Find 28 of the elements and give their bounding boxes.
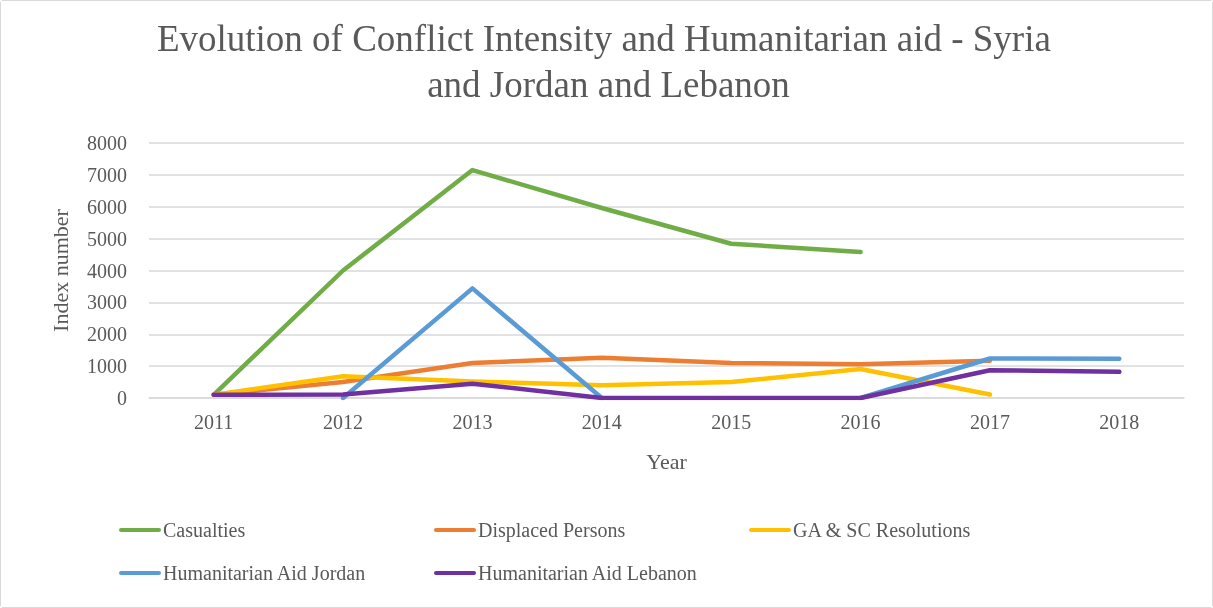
line-series (211, 368, 1122, 401)
y-tick-label: 0 (117, 387, 127, 409)
x-tick-label: 2018 (1099, 411, 1140, 433)
x-tick-label: 2015 (711, 411, 752, 433)
y-tick-label: 3000 (87, 291, 127, 314)
y-tick-label: 8000 (87, 132, 127, 154)
legend-label: Casualties (163, 519, 246, 541)
y-tick-label: 4000 (87, 259, 127, 282)
legend-label: Humanitarian Aid Lebanon (478, 562, 697, 584)
y-tick-label: 5000 (87, 227, 127, 250)
x-tick-label: 2014 (581, 411, 622, 433)
x-axis-title: Year (646, 448, 688, 474)
legend-label: Humanitarian Aid Jordan (163, 562, 366, 584)
y-tick-label: 2000 (87, 323, 127, 346)
x-tick-label: 2012 (323, 411, 364, 433)
x-tick-label: 2016 (840, 411, 881, 433)
chart-title: Evolution of Conflict Intensity and Humanitarian aid - Syria and Jordan and Lebanon (156, 17, 1061, 105)
y-tick-label: 7000 (87, 163, 127, 186)
y-axis-title: Index number (47, 208, 73, 332)
line-series (211, 366, 993, 398)
legend-label: Displaced Persons (478, 519, 626, 542)
x-tick-label: 2017 (969, 411, 1010, 433)
y-tick-label: 1000 (87, 355, 127, 378)
legend-label: GA & SC Resolutions (793, 519, 971, 541)
x-tick-label: 2011 (194, 411, 234, 433)
y-tick-label: 6000 (87, 195, 127, 218)
x-tick-label: 2013 (452, 411, 493, 433)
line-series (211, 167, 863, 398)
